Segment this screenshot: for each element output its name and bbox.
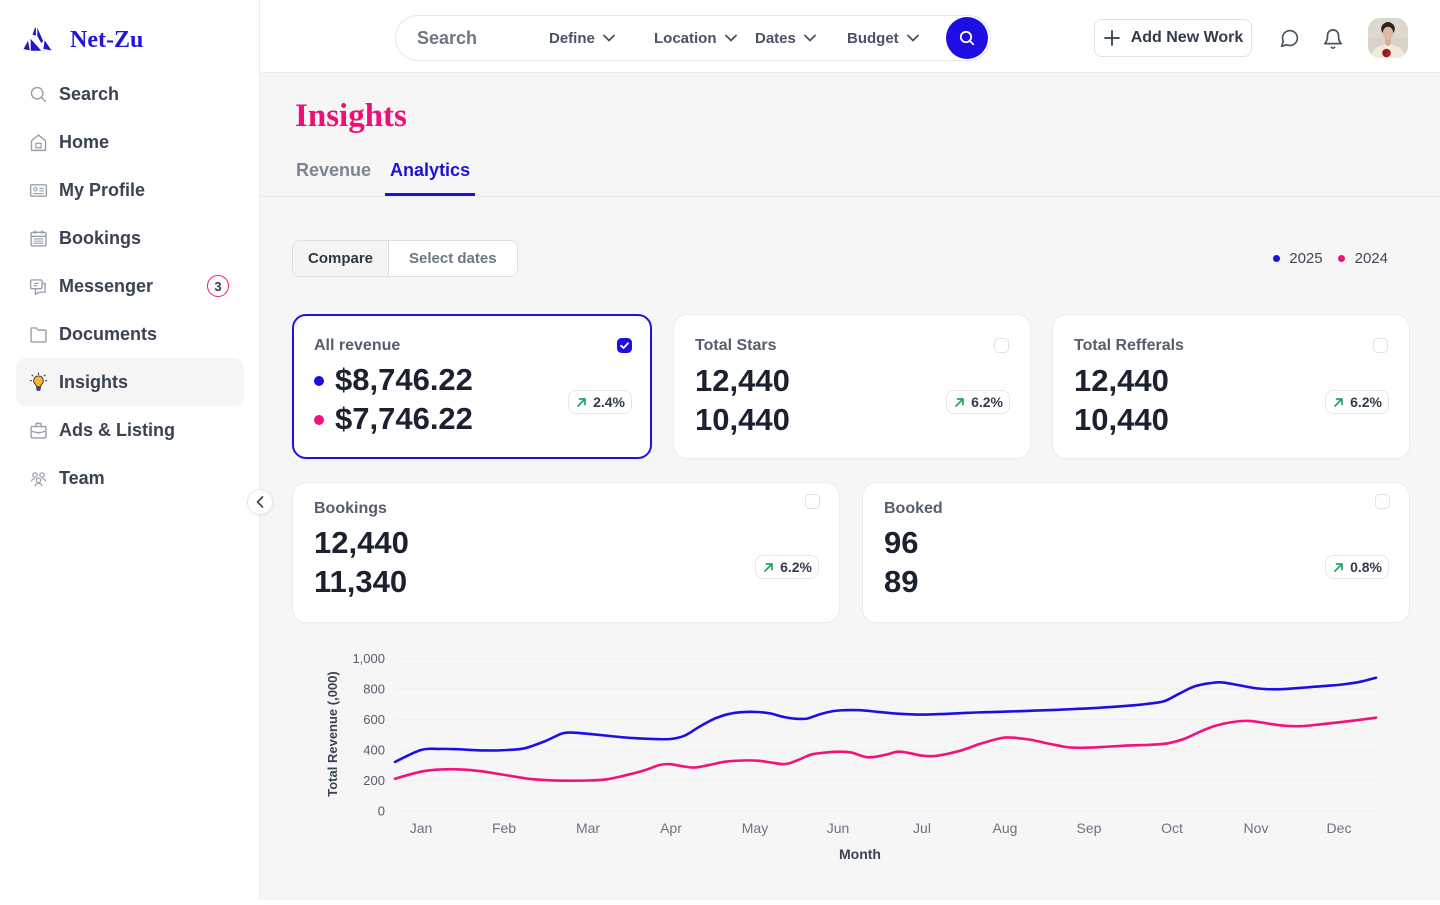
svg-text:Nov: Nov xyxy=(1244,820,1269,836)
svg-text:Month: Month xyxy=(839,846,881,862)
svg-text:800: 800 xyxy=(363,682,385,697)
svg-text:Dec: Dec xyxy=(1327,820,1352,836)
svg-text:0: 0 xyxy=(378,804,385,819)
svg-text:1,000: 1,000 xyxy=(352,651,385,666)
svg-text:400: 400 xyxy=(363,743,385,758)
svg-text:Feb: Feb xyxy=(492,820,516,836)
svg-text:Jun: Jun xyxy=(827,820,850,836)
svg-text:Jul: Jul xyxy=(913,820,931,836)
svg-text:Oct: Oct xyxy=(1161,820,1183,836)
svg-text:May: May xyxy=(742,820,768,836)
svg-text:Total Revenue (,000): Total Revenue (,000) xyxy=(325,671,340,796)
svg-text:Jan: Jan xyxy=(410,820,433,836)
svg-text:Mar: Mar xyxy=(576,820,600,836)
svg-text:Apr: Apr xyxy=(660,820,682,836)
svg-text:Aug: Aug xyxy=(993,820,1018,836)
svg-text:600: 600 xyxy=(363,712,385,727)
svg-text:200: 200 xyxy=(363,773,385,788)
svg-text:Sep: Sep xyxy=(1077,820,1102,836)
